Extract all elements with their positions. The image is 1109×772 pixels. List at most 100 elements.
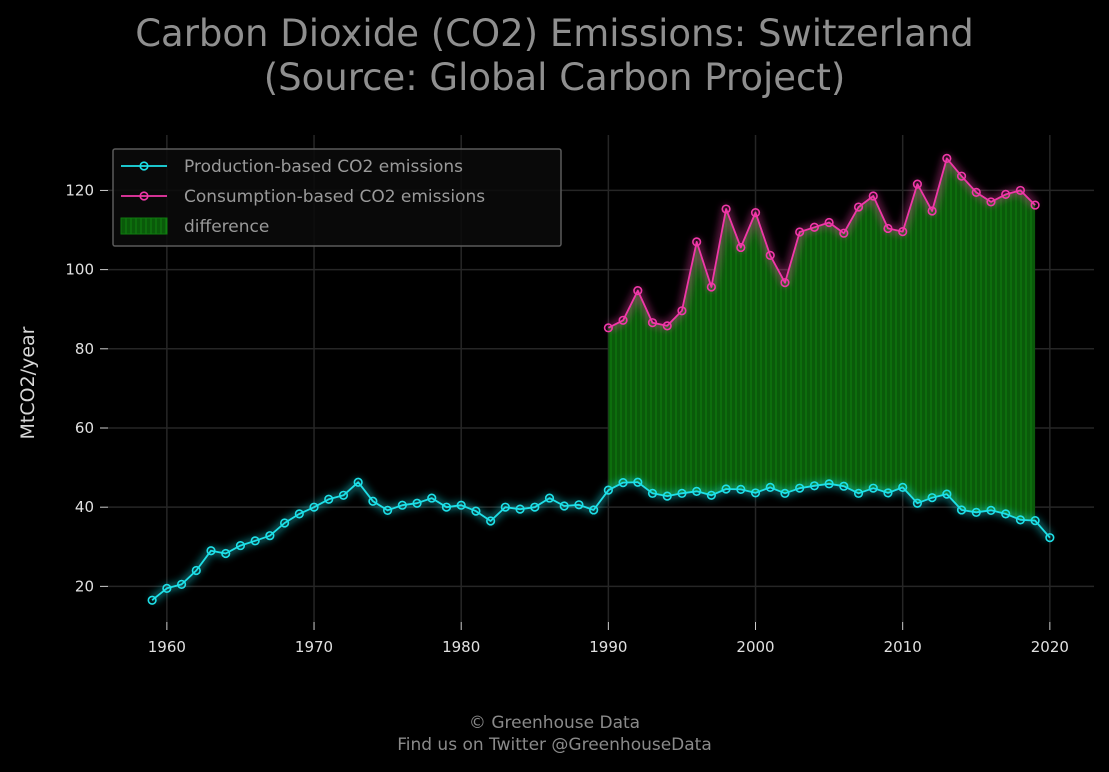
production-point (427, 493, 437, 503)
axes: 1960 1970 1980 1990 2000 2010 2020204060801001… (65, 181, 1069, 656)
consumption-point (1030, 200, 1040, 210)
production-point (589, 505, 599, 515)
consumption-point (868, 191, 878, 201)
production-point (662, 491, 672, 501)
production-point (500, 502, 510, 512)
consumption-point (736, 242, 746, 253)
footer-copyright: © Greenhouse Data (468, 713, 641, 733)
production-point (868, 483, 878, 493)
x-tick-label: 1970 (295, 638, 333, 656)
consumption-point (839, 228, 849, 238)
chart-title: Carbon Dioxide (CO2) Emissions: Switzerl… (135, 12, 974, 55)
x-tick-label: 1980 (442, 638, 480, 656)
consumption-point (721, 204, 731, 214)
legend-production-marker (139, 161, 149, 171)
consumption-point (986, 197, 996, 207)
consumption-point (677, 306, 687, 316)
chart-subtitle: (Source: Global Carbon Project) (263, 56, 846, 99)
production-line (151, 481, 1051, 601)
consumption-point (633, 286, 643, 296)
production-point (544, 493, 555, 503)
production-point (515, 504, 525, 514)
consumption-point (824, 217, 834, 228)
production-point (942, 489, 952, 499)
production-point (692, 486, 702, 496)
production-point (441, 502, 452, 512)
production-point (235, 540, 246, 551)
production-point (147, 595, 157, 605)
legend-consumption-marker (139, 191, 149, 201)
production-point (1001, 509, 1011, 519)
production-point (618, 478, 628, 488)
y-tick-label: 100 (65, 261, 94, 279)
consumption-point (750, 208, 761, 218)
y-tick-label: 80 (75, 340, 94, 358)
y-tick-label: 40 (75, 498, 94, 516)
production-point (397, 500, 407, 510)
legend-difference-label: difference (184, 217, 269, 237)
production-point (647, 488, 658, 498)
difference-area (608, 158, 1036, 521)
production-point (809, 481, 819, 491)
production-point (883, 488, 893, 498)
consumption-point (706, 282, 716, 292)
x-tick-label: 2010 (884, 638, 922, 656)
production-point (324, 494, 334, 504)
production-point (574, 500, 584, 510)
consumption-point (927, 206, 937, 216)
difference-area-group (608, 158, 1036, 521)
production-point (795, 483, 805, 493)
production-point (1015, 515, 1026, 525)
production-point (412, 498, 422, 508)
production-point (559, 501, 569, 511)
production-point (486, 516, 496, 526)
production-point (309, 502, 319, 512)
production-point (780, 488, 790, 498)
legend-consumption-label: Consumption-based CO2 emissions (184, 187, 485, 207)
production-point (839, 481, 849, 491)
y-tick-label: 120 (65, 181, 94, 199)
production-point (765, 482, 775, 492)
consumption-point (883, 223, 893, 234)
consumption-point (956, 171, 967, 181)
production-point (456, 500, 466, 510)
production-point (383, 505, 393, 515)
consumption-point (647, 318, 658, 328)
production-point (1045, 533, 1055, 543)
series-group (147, 153, 1055, 605)
production-point (338, 490, 349, 500)
production-point (176, 579, 187, 589)
production-point (279, 518, 290, 528)
consumption-point (780, 278, 790, 288)
consumption-point (912, 179, 923, 189)
consumption-point (618, 315, 628, 325)
legend-production-label: Production-based CO2 emissions (184, 157, 463, 177)
production-point (530, 502, 540, 512)
consumption-point (942, 153, 952, 163)
production-point (824, 479, 834, 489)
consumption-point (662, 321, 672, 331)
x-tick-label: 1990 (589, 638, 627, 656)
production-point (1030, 516, 1040, 526)
production-point (706, 490, 716, 500)
x-tick-label: 2020 (1031, 638, 1069, 656)
legend: Production-based CO2 emissions Consumptio… (112, 148, 562, 247)
consumption-point (795, 227, 805, 237)
production-point (265, 531, 275, 541)
production-point (853, 488, 864, 498)
x-tick-label: 1960 (148, 638, 186, 656)
consumption-point (853, 202, 864, 212)
x-tick-label: 2000 (736, 638, 774, 656)
production-point (898, 482, 908, 492)
consumption-point (692, 237, 702, 247)
production-point (633, 477, 643, 487)
y-axis-label: MtCO2/year (17, 326, 39, 439)
production-point (956, 505, 967, 515)
production-point (206, 546, 216, 556)
production-point (750, 488, 761, 498)
consumption-point (809, 222, 819, 232)
y-tick-label: 20 (75, 577, 94, 595)
production-point (721, 484, 731, 494)
production-point (912, 498, 923, 508)
consumption-point (765, 250, 775, 260)
